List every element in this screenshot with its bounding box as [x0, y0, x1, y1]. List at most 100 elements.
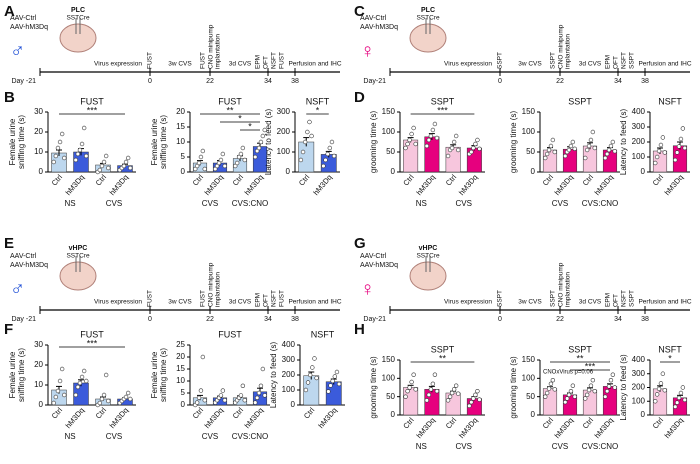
data-point — [77, 147, 83, 153]
data-point — [256, 390, 262, 396]
data-point — [682, 145, 687, 151]
data-point — [473, 392, 478, 398]
y-tick-label: 300 — [632, 122, 646, 131]
region-label: PLC — [71, 7, 85, 14]
group-label: CVS — [202, 432, 218, 441]
data-point — [603, 394, 608, 399]
data-point — [475, 388, 480, 394]
data-point — [676, 395, 682, 401]
data-point — [307, 372, 313, 378]
data-point — [198, 154, 204, 160]
group-label: CVS — [106, 432, 122, 441]
data-point — [305, 129, 310, 135]
data-point — [678, 390, 684, 396]
data-point — [334, 369, 340, 375]
group-label: CVS — [456, 199, 472, 208]
data-point — [592, 145, 597, 151]
data-point — [51, 400, 56, 406]
event-label: CNO minipump — [208, 262, 215, 307]
region-label: vHPC — [69, 245, 88, 252]
day-label: Day -21 — [11, 316, 36, 323]
data-point — [682, 397, 687, 403]
data-point — [608, 377, 614, 383]
x-tick-label: Ctrl — [94, 406, 109, 421]
chart-title: FUST — [218, 329, 242, 339]
data-point — [590, 377, 596, 383]
data-point — [103, 372, 109, 378]
significance-label: *** — [437, 105, 448, 115]
data-point — [196, 160, 202, 166]
y-tick-label: 0 — [39, 400, 44, 409]
x-tick-label: Ctrl — [444, 173, 459, 188]
y-tick-label: 0 — [641, 167, 646, 176]
data-point — [73, 392, 78, 398]
data-point — [222, 163, 227, 169]
x-tick-label: Ctrl — [297, 173, 312, 188]
data-point — [544, 390, 550, 396]
x-tick-label: hM3Dq — [311, 173, 333, 197]
chart-title: SSPT — [568, 344, 592, 354]
data-point — [332, 374, 338, 379]
event-label: CNO minipump — [208, 24, 215, 69]
data-point — [97, 167, 103, 173]
data-point — [202, 166, 207, 172]
data-point — [75, 384, 81, 390]
data-point — [445, 153, 451, 159]
data-point — [653, 399, 658, 404]
x-tick-label: Ctrl — [651, 173, 666, 188]
data-point — [548, 143, 554, 149]
y-tick-label: 100 — [382, 127, 396, 136]
event-label: Virus expression — [94, 61, 142, 68]
data-point — [303, 387, 309, 393]
data-point — [51, 159, 56, 165]
data-point — [194, 400, 200, 405]
significance-label: ** — [439, 353, 447, 363]
chart-title: SSPT — [431, 96, 455, 106]
data-point — [59, 366, 65, 372]
data-point — [543, 155, 548, 161]
data-point — [568, 143, 574, 149]
event-label: Perfusion and IHC — [638, 299, 691, 306]
y-tick-label: 300 — [277, 107, 291, 116]
data-point — [220, 388, 226, 393]
data-point — [552, 149, 557, 155]
event-label: OFT — [263, 294, 270, 307]
x-tick-label: Ctrl — [191, 173, 206, 188]
y-axis-label: Latency to feed (s) — [269, 342, 278, 409]
data-point — [546, 147, 552, 153]
event-label: FUST — [279, 52, 286, 69]
data-point — [674, 150, 680, 155]
data-point — [101, 392, 107, 398]
data-point — [471, 396, 476, 401]
data-point — [97, 400, 103, 406]
vector-label: AAV-Ctrl — [10, 253, 37, 260]
x-tick-label: hM3Dq — [243, 406, 265, 430]
panel-letter: D — [354, 89, 365, 106]
sex-symbol: ♂ — [10, 40, 25, 62]
x-tick-label: hM3Dq — [316, 406, 338, 430]
day-label: 38 — [641, 316, 649, 323]
region-label: vHPC — [419, 245, 438, 252]
event-label: EPM — [255, 55, 262, 69]
data-point — [53, 394, 59, 400]
data-point — [256, 145, 262, 151]
data-point — [475, 137, 480, 143]
y-tick-label: 10 — [176, 137, 185, 146]
x-tick-label: hM3Dq — [64, 173, 86, 197]
data-point — [610, 139, 616, 145]
data-point — [424, 143, 430, 149]
data-point — [218, 393, 224, 398]
data-point — [606, 384, 612, 389]
day-label: Day-21 — [363, 316, 386, 323]
event-label: CNO minipump — [558, 24, 565, 69]
vector-label: AAV-hM3Dq — [360, 24, 398, 31]
event-label: implantation — [565, 272, 572, 307]
event-label: 3d CVS — [579, 61, 602, 68]
data-point — [409, 379, 414, 385]
data-point — [550, 137, 556, 143]
data-point — [426, 392, 432, 398]
event-label: OFT — [613, 294, 620, 307]
group-label: NS — [64, 432, 75, 441]
data-point — [238, 151, 244, 157]
